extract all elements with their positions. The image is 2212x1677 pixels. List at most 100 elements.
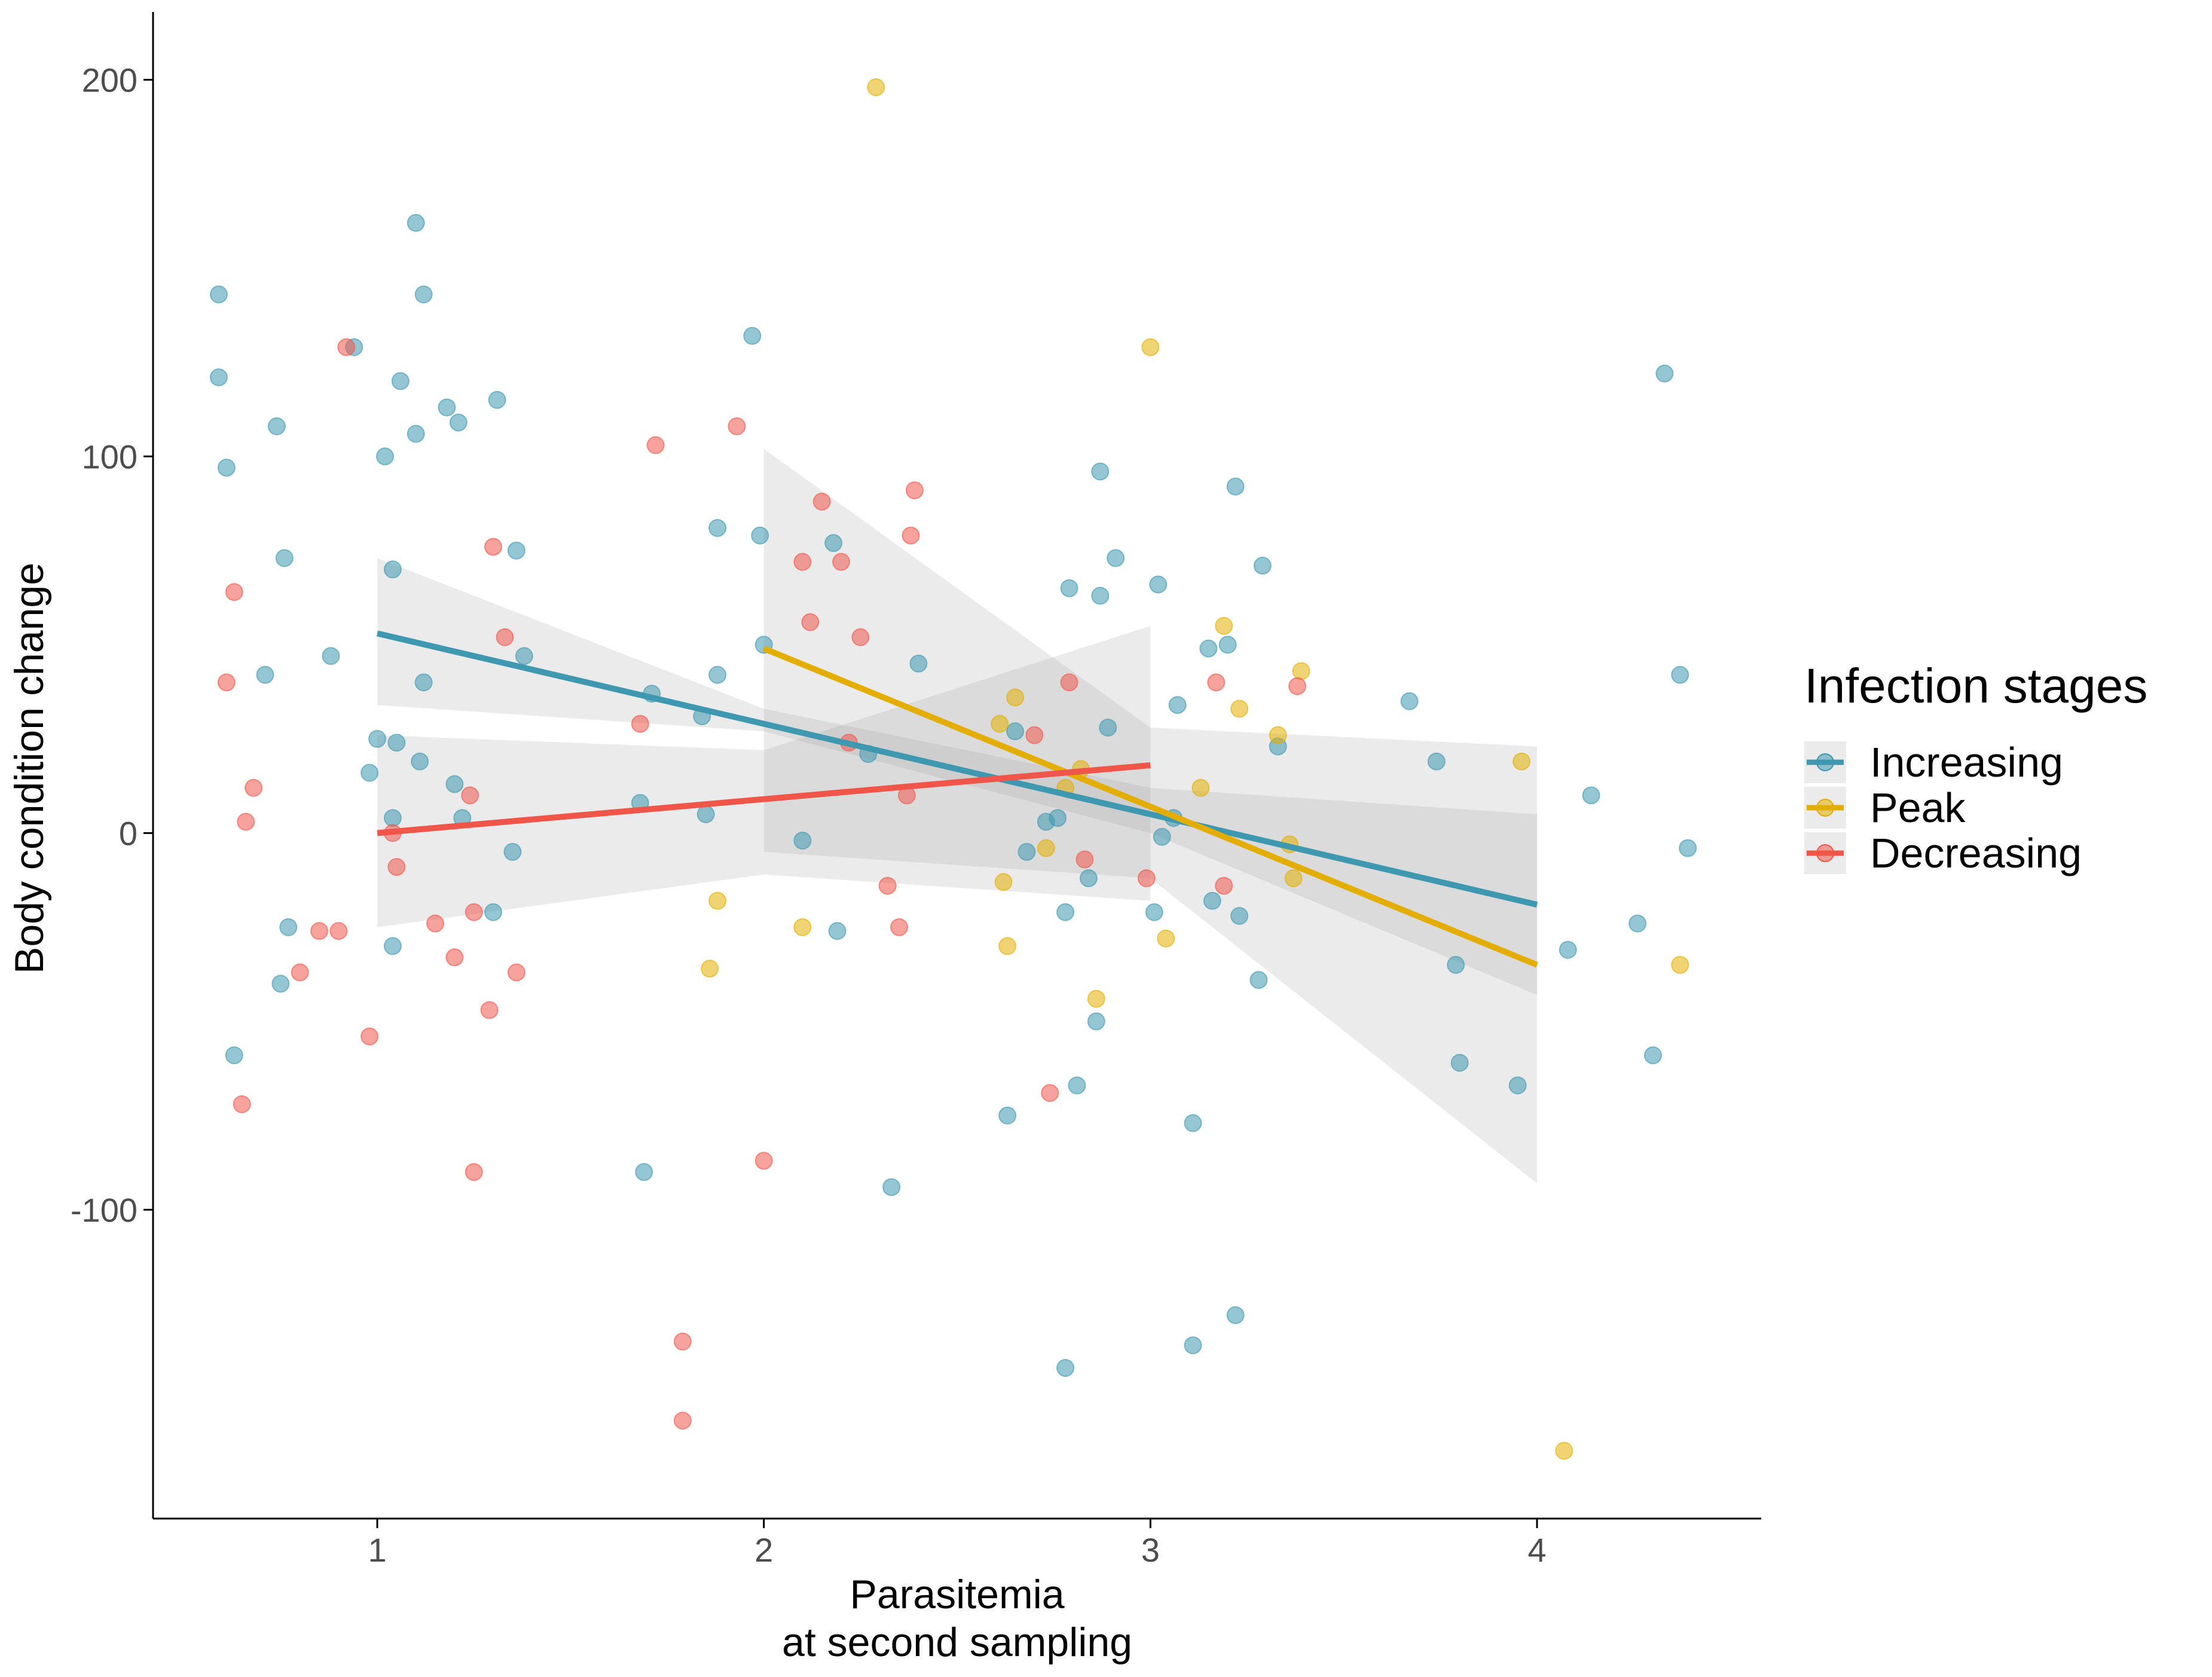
point-increasing: [383, 809, 402, 827]
point-increasing: [1249, 971, 1268, 989]
point-increasing: [1168, 696, 1187, 714]
fit-line-peak: [762, 646, 1538, 968]
point-increasing: [1184, 1114, 1202, 1132]
y-axis-label: Body condition change: [7, 563, 52, 974]
point-increasing: [696, 805, 715, 823]
point-decreasing: [1076, 850, 1094, 869]
point-peak: [1215, 616, 1233, 635]
point-increasing: [1629, 914, 1647, 933]
x-tick-label: 3: [1141, 1531, 1160, 1569]
point-peak: [991, 714, 1009, 733]
point-increasing: [360, 763, 379, 782]
point-increasing: [1068, 1076, 1086, 1095]
point-increasing: [387, 734, 406, 752]
point-increasing: [1447, 955, 1465, 974]
x-axis-label-line-1: Parasitemia: [850, 1572, 1064, 1617]
point-increasing: [449, 413, 468, 432]
legend-label-peak: Peak: [1870, 784, 1966, 831]
point-increasing: [882, 1178, 901, 1196]
x-axis-label-line-2: at second sampling: [782, 1620, 1132, 1665]
point-increasing: [909, 654, 928, 673]
point-increasing: [708, 665, 727, 684]
legend-title: Infection stages: [1804, 659, 2147, 713]
point-increasing: [1149, 575, 1168, 594]
point-increasing: [209, 368, 228, 387]
point-decreasing: [1060, 673, 1078, 692]
point-decreasing: [905, 481, 924, 500]
point-peak: [1191, 778, 1210, 797]
point-increasing: [375, 447, 394, 466]
point-decreasing: [832, 552, 851, 571]
point-decreasing: [310, 922, 329, 940]
x-tick-label: 4: [1527, 1531, 1546, 1569]
legend-point-decreasing: [1816, 844, 1834, 862]
point-increasing: [411, 752, 429, 771]
point-decreasing: [1207, 673, 1226, 692]
point-increasing: [1559, 940, 1577, 959]
point-peak: [1284, 869, 1303, 887]
data-points: [209, 78, 1697, 1460]
point-increasing: [279, 918, 298, 936]
point-decreasing: [387, 858, 406, 876]
point-peak: [701, 960, 719, 978]
point-increasing: [407, 424, 425, 443]
point-increasing: [828, 922, 847, 940]
point-increasing: [793, 832, 812, 850]
point-peak: [1087, 989, 1105, 1008]
point-decreasing: [754, 1151, 773, 1170]
point-increasing: [743, 326, 762, 345]
point-increasing: [1153, 827, 1171, 846]
point-decreasing: [480, 1001, 499, 1019]
y-tick-label: 200: [82, 61, 138, 99]
point-peak: [1671, 955, 1689, 974]
point-decreasing: [507, 963, 525, 982]
point-increasing: [1226, 477, 1245, 496]
point-increasing: [503, 842, 522, 861]
point-increasing: [708, 519, 727, 537]
point-increasing: [824, 534, 843, 552]
point-increasing: [1230, 907, 1249, 925]
point-decreasing: [1137, 869, 1156, 887]
point-increasing: [484, 903, 503, 921]
point-increasing: [515, 647, 533, 665]
point-decreasing: [728, 417, 746, 435]
legend: Infection stages IncreasingPeakDecreasin…: [1804, 659, 2147, 876]
point-increasing: [1018, 842, 1036, 861]
point-increasing: [1218, 636, 1237, 654]
point-decreasing: [812, 493, 831, 511]
point-increasing: [488, 390, 506, 409]
point-increasing: [1582, 786, 1600, 805]
point-increasing: [368, 729, 387, 748]
legend-point-peak: [1816, 799, 1834, 817]
point-increasing: [1427, 752, 1446, 771]
point-increasing: [209, 285, 228, 304]
point-increasing: [1203, 891, 1221, 910]
y-ticks: -100 0 100 200: [71, 61, 153, 1229]
point-increasing: [1671, 665, 1689, 684]
point-peak: [1006, 688, 1024, 707]
point-decreasing: [461, 786, 479, 805]
point-decreasing: [673, 1332, 692, 1351]
legend-point-increasing: [1816, 753, 1834, 771]
point-increasing: [438, 398, 456, 417]
point-increasing: [1679, 839, 1697, 857]
point-increasing: [1087, 1012, 1105, 1031]
point-increasing: [1199, 639, 1218, 658]
point-increasing: [414, 673, 433, 692]
point-increasing: [1107, 549, 1125, 567]
point-decreasing: [646, 436, 665, 454]
x-ticks: 1 2 3 4: [368, 1519, 1547, 1569]
point-increasing: [1226, 1306, 1245, 1324]
axes: 1 2 3 4 -100 0 100 200: [71, 12, 1761, 1569]
fit-line-decreasing: [377, 762, 1151, 836]
point-decreasing: [890, 918, 909, 936]
point-decreasing: [225, 583, 243, 601]
point-decreasing: [496, 628, 514, 646]
point-decreasing: [878, 876, 897, 895]
point-increasing: [1099, 719, 1117, 737]
point-decreasing: [1215, 876, 1233, 895]
point-decreasing: [245, 778, 263, 797]
point-increasing: [1056, 903, 1075, 921]
